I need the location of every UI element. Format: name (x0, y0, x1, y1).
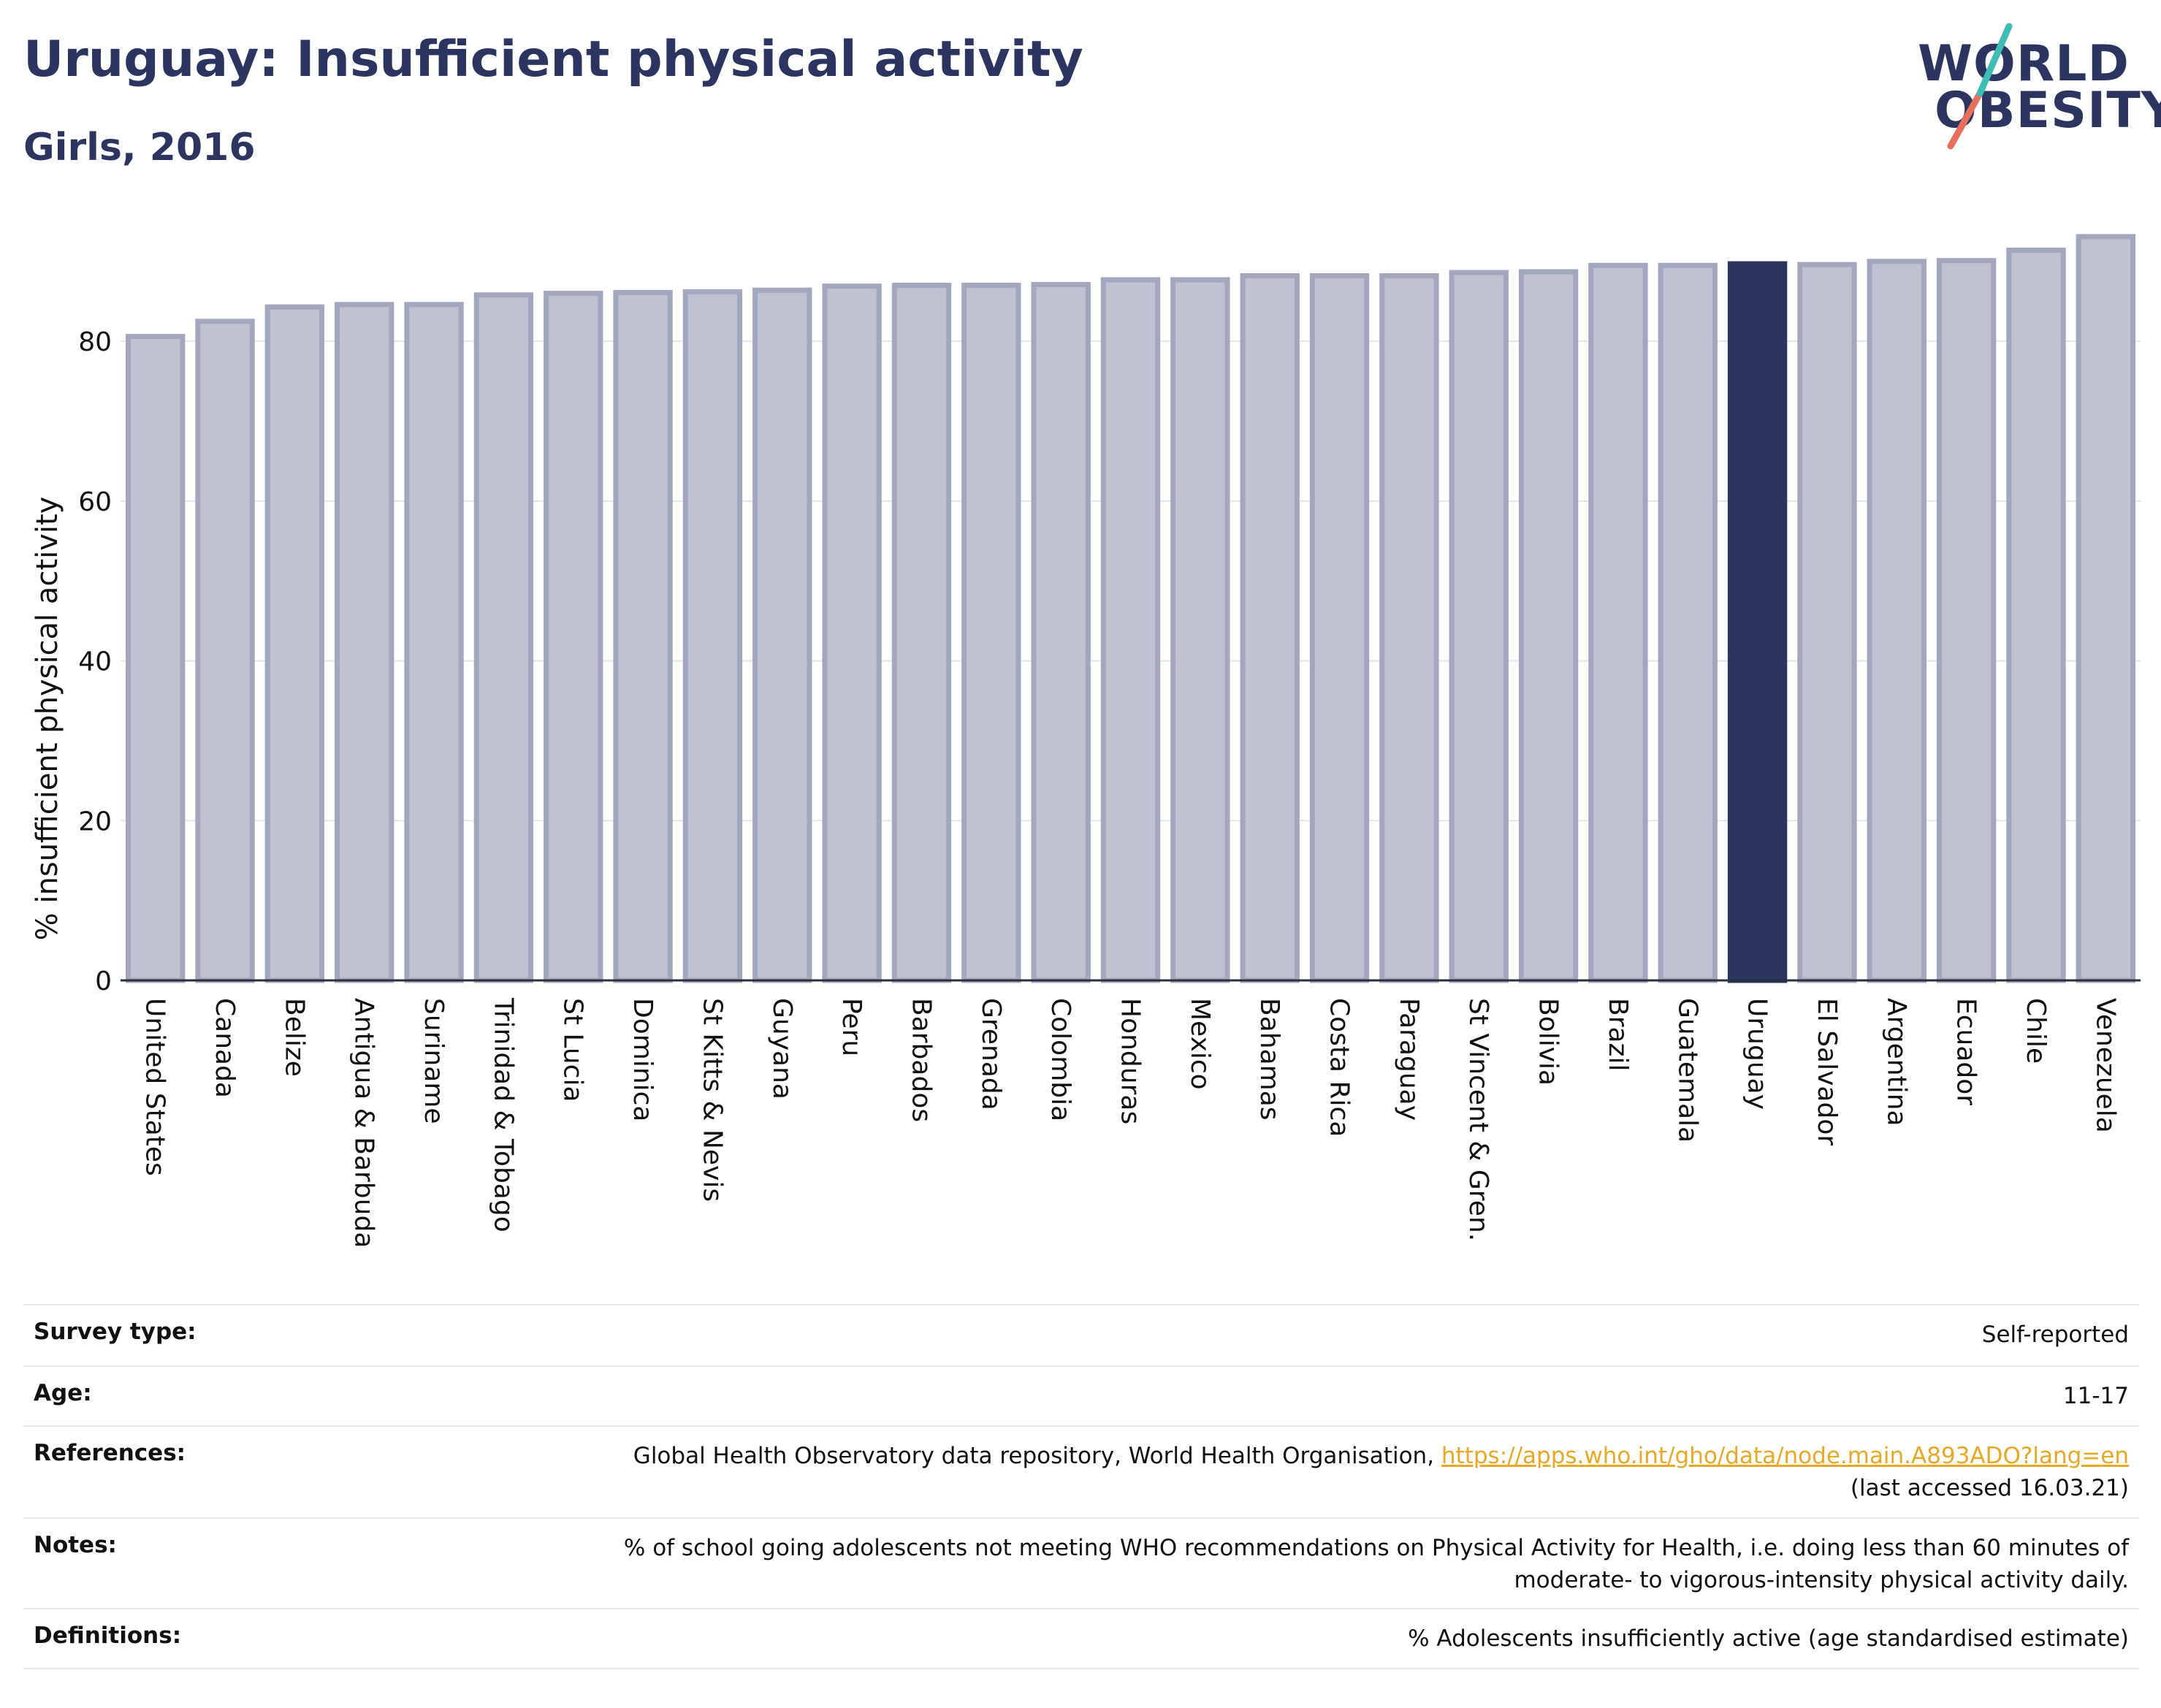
y-axis-label: % insufficient physical activity (31, 497, 64, 941)
x-tick-label: Trinidad & Tobago (488, 997, 518, 1232)
bar-chart: 0 20 40 60 80 United States Canada Belize Antig… (31, 234, 2141, 1248)
y-axis-ticks: 0 20 40 60 80 (78, 327, 112, 996)
chart-subtitle: Girls, 2016 (23, 126, 256, 169)
info-value: % Adolescents insufficiently active (age… (1408, 1625, 2129, 1652)
info-table: Survey type: Self-reported Age: 11-17 Re… (23, 1304, 2139, 1669)
bar-highlighted (1727, 261, 1788, 983)
info-row-notes: Notes: % of school going adolescents not… (23, 1517, 2139, 1608)
info-value: Self-reported (1981, 1322, 2129, 1348)
y-tick-label: 20 (78, 807, 112, 836)
info-label: Survey type: (34, 1319, 197, 1345)
chart-title: Uruguay: Insufficient physical activity (23, 31, 1083, 88)
y-tick-label: 40 (78, 647, 112, 677)
bar (752, 287, 812, 983)
x-tick-label: Ecuador (1951, 998, 1981, 1105)
x-tick-label: Costa Rica (1325, 998, 1354, 1137)
bar (1449, 270, 1509, 983)
info-label: Notes: (34, 1532, 117, 1558)
x-tick-label: St Lucia (558, 998, 588, 1102)
x-tick-label: Peru (836, 998, 866, 1056)
bar (1031, 282, 1091, 983)
x-tick-label: Grenada (976, 998, 1006, 1110)
reference-text: Global Health Observatory data repositor… (633, 1443, 1435, 1469)
bar (682, 289, 743, 983)
bar (961, 283, 1021, 983)
info-row-survey: Survey type: Self-reported (23, 1304, 2139, 1365)
x-tick-label: El Salvador (1812, 998, 1842, 1145)
info-value: % of school going adolescents not meetin… (623, 1535, 2129, 1593)
bar (473, 292, 534, 983)
y-tick-label: 80 (78, 327, 112, 357)
bar (891, 283, 952, 983)
bar (2006, 247, 2066, 983)
info-label: References: (34, 1440, 186, 1466)
info-row-references: References: Global Health Observatory da… (23, 1425, 2139, 1517)
bar (1867, 259, 1926, 983)
info-value: 11-17 (2062, 1383, 2129, 1409)
x-tick-label: St Kitts & Nevis (697, 998, 727, 1202)
x-tick-label: Guyana (767, 998, 797, 1099)
x-tick-label: Colombia (1045, 998, 1075, 1121)
x-tick-label: Paraguay (1394, 998, 1424, 1121)
info-label: Age: (34, 1380, 92, 1406)
x-tick-label: Venezuela (2090, 998, 2120, 1133)
x-tick-label: United States (140, 998, 170, 1176)
x-tick-label: Antigua & Barbuda (349, 998, 379, 1248)
logo-slash-icon (1947, 23, 2013, 150)
bar (613, 289, 673, 983)
x-tick-label: Belize (279, 998, 309, 1077)
bar (195, 319, 255, 983)
info-row-age: Age: 11-17 (23, 1365, 2139, 1425)
y-tick-label: 60 (78, 487, 112, 517)
bar (1379, 272, 1439, 983)
bar (1100, 277, 1161, 983)
bar (1170, 277, 1230, 983)
bar (1936, 258, 1997, 983)
x-tick-label: Suriname (419, 998, 449, 1124)
x-tick-label: Uruguay (1742, 998, 1772, 1110)
x-tick-label: Bolivia (1533, 998, 1563, 1086)
reference-link[interactable]: https://apps.who.int/gho/data/node.main.… (1441, 1443, 2129, 1469)
bar (1797, 262, 1857, 983)
x-tick-label: St Vincent & Gren. (1463, 998, 1493, 1241)
x-tick-label: Barbados (906, 998, 936, 1122)
bar (1240, 272, 1300, 983)
x-tick-label: Brazil (1603, 998, 1633, 1071)
info-value: Global Health Observatory data repositor… (633, 1440, 2129, 1504)
x-tick-label: Dominica (628, 998, 658, 1122)
x-tick-label: Argentina (1881, 998, 1911, 1126)
x-tick-label: Guatemala (1672, 998, 1702, 1143)
x-tick-label: Honduras (1116, 998, 1146, 1124)
bar (125, 334, 186, 983)
y-tick-label: 0 (95, 967, 112, 996)
bar (264, 304, 325, 983)
bar (2076, 234, 2136, 983)
bar (335, 302, 395, 983)
info-label: Definitions: (34, 1623, 182, 1649)
bars (125, 234, 2136, 983)
bar (822, 283, 882, 983)
x-tick-label: Chile (2021, 998, 2051, 1064)
x-tick-label: Mexico (1185, 998, 1215, 1090)
info-row-definitions: Definitions: % Adolescents insufficientl… (23, 1608, 2139, 1669)
bar (1518, 269, 1579, 983)
bar (1588, 262, 1648, 983)
x-tick-label: Canada (210, 998, 240, 1098)
bar (544, 291, 603, 983)
x-axis-ticks: United States Canada Belize Antigua & Barbu… (140, 997, 2121, 1248)
reference-accessed: (last accessed 16.03.21) (1850, 1475, 2129, 1501)
bar (404, 302, 464, 983)
bar (1309, 272, 1370, 983)
bar (1658, 262, 1718, 983)
logo-text-line1: WORLD (1918, 35, 2130, 93)
x-tick-label: Bahamas (1254, 998, 1284, 1121)
